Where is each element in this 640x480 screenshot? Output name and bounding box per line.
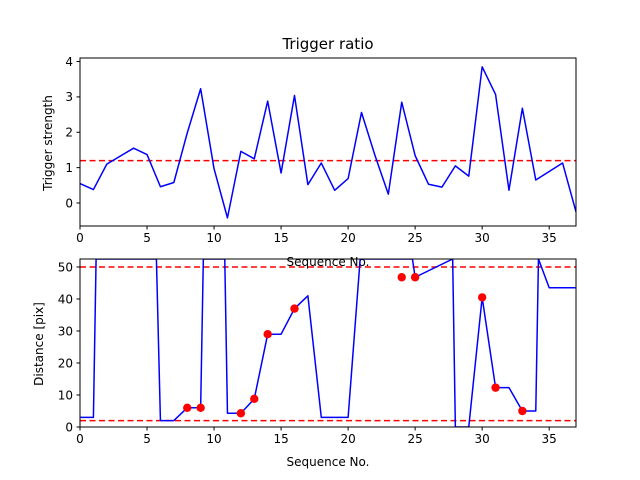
data-point-marker (236, 409, 246, 418)
x-tick-label: 5 (143, 231, 151, 245)
x-tick-label: 10 (206, 231, 221, 245)
series-group (80, 259, 576, 427)
x-tick-label: 15 (273, 432, 288, 446)
series-line (80, 66, 576, 219)
chart-title: Trigger ratio (281, 35, 373, 53)
x-tick-label: 10 (206, 432, 221, 446)
x-tick-label: 30 (475, 231, 490, 245)
data-point-marker (491, 383, 500, 392)
chart-distance: Distance [pix] Sequence No. 0 5 10 15 20 25 30… (32, 258, 577, 469)
y-axis-label: Trigger strength (41, 95, 55, 192)
data-point-marker (263, 330, 272, 339)
x-tick-label: 0 (76, 231, 84, 245)
plot-area: 0 5 10 15 20 25 30 35 0 10 20 30 40 50 (58, 258, 577, 446)
x-tick-label: 30 (475, 432, 490, 446)
data-point-marker (397, 273, 406, 282)
x-tick-label: 25 (407, 432, 422, 446)
chart-trigger-ratio: Trigger ratio Trigger strength Sequence … (41, 35, 577, 269)
y-tick-label: 3 (65, 90, 73, 104)
y-tick-label: 0 (65, 420, 73, 434)
y-tick-label: 10 (58, 388, 73, 402)
y-tick-label: 1 (65, 161, 73, 175)
axes-frame (79, 258, 577, 428)
y-axis-label: Distance [pix] (32, 302, 46, 386)
x-tick-label: 20 (340, 432, 355, 446)
data-point-marker (290, 304, 299, 313)
x-tick-label: 0 (76, 432, 84, 446)
y-tick-label: 30 (58, 324, 73, 338)
x-tick-label: 35 (542, 231, 557, 245)
data-point-marker (477, 293, 487, 302)
y-tick-label: 4 (65, 55, 73, 69)
axes-frame (79, 57, 577, 227)
series-group (80, 66, 576, 219)
data-point-marker (196, 403, 205, 412)
data-point-marker (518, 406, 527, 416)
x-tick-label: 35 (542, 432, 557, 446)
plot-area: 0 5 10 15 20 25 30 35 0 1 2 3 4 (65, 55, 577, 245)
y-tick-label: 20 (58, 356, 73, 370)
x-tick-label: 20 (340, 231, 355, 245)
data-point-marker (183, 403, 192, 412)
x-tick-label: 15 (273, 231, 288, 245)
y-tick-label: 40 (58, 292, 73, 306)
x-tick-label: 5 (143, 432, 151, 446)
data-point-marker (410, 273, 420, 282)
y-tick-label: 50 (58, 260, 73, 274)
x-tick-label: 25 (407, 231, 422, 245)
x-axis-label: Sequence No. (287, 455, 370, 469)
y-tick-label: 2 (65, 126, 73, 140)
data-point-marker (250, 394, 259, 404)
y-tick-label: 0 (65, 196, 73, 210)
